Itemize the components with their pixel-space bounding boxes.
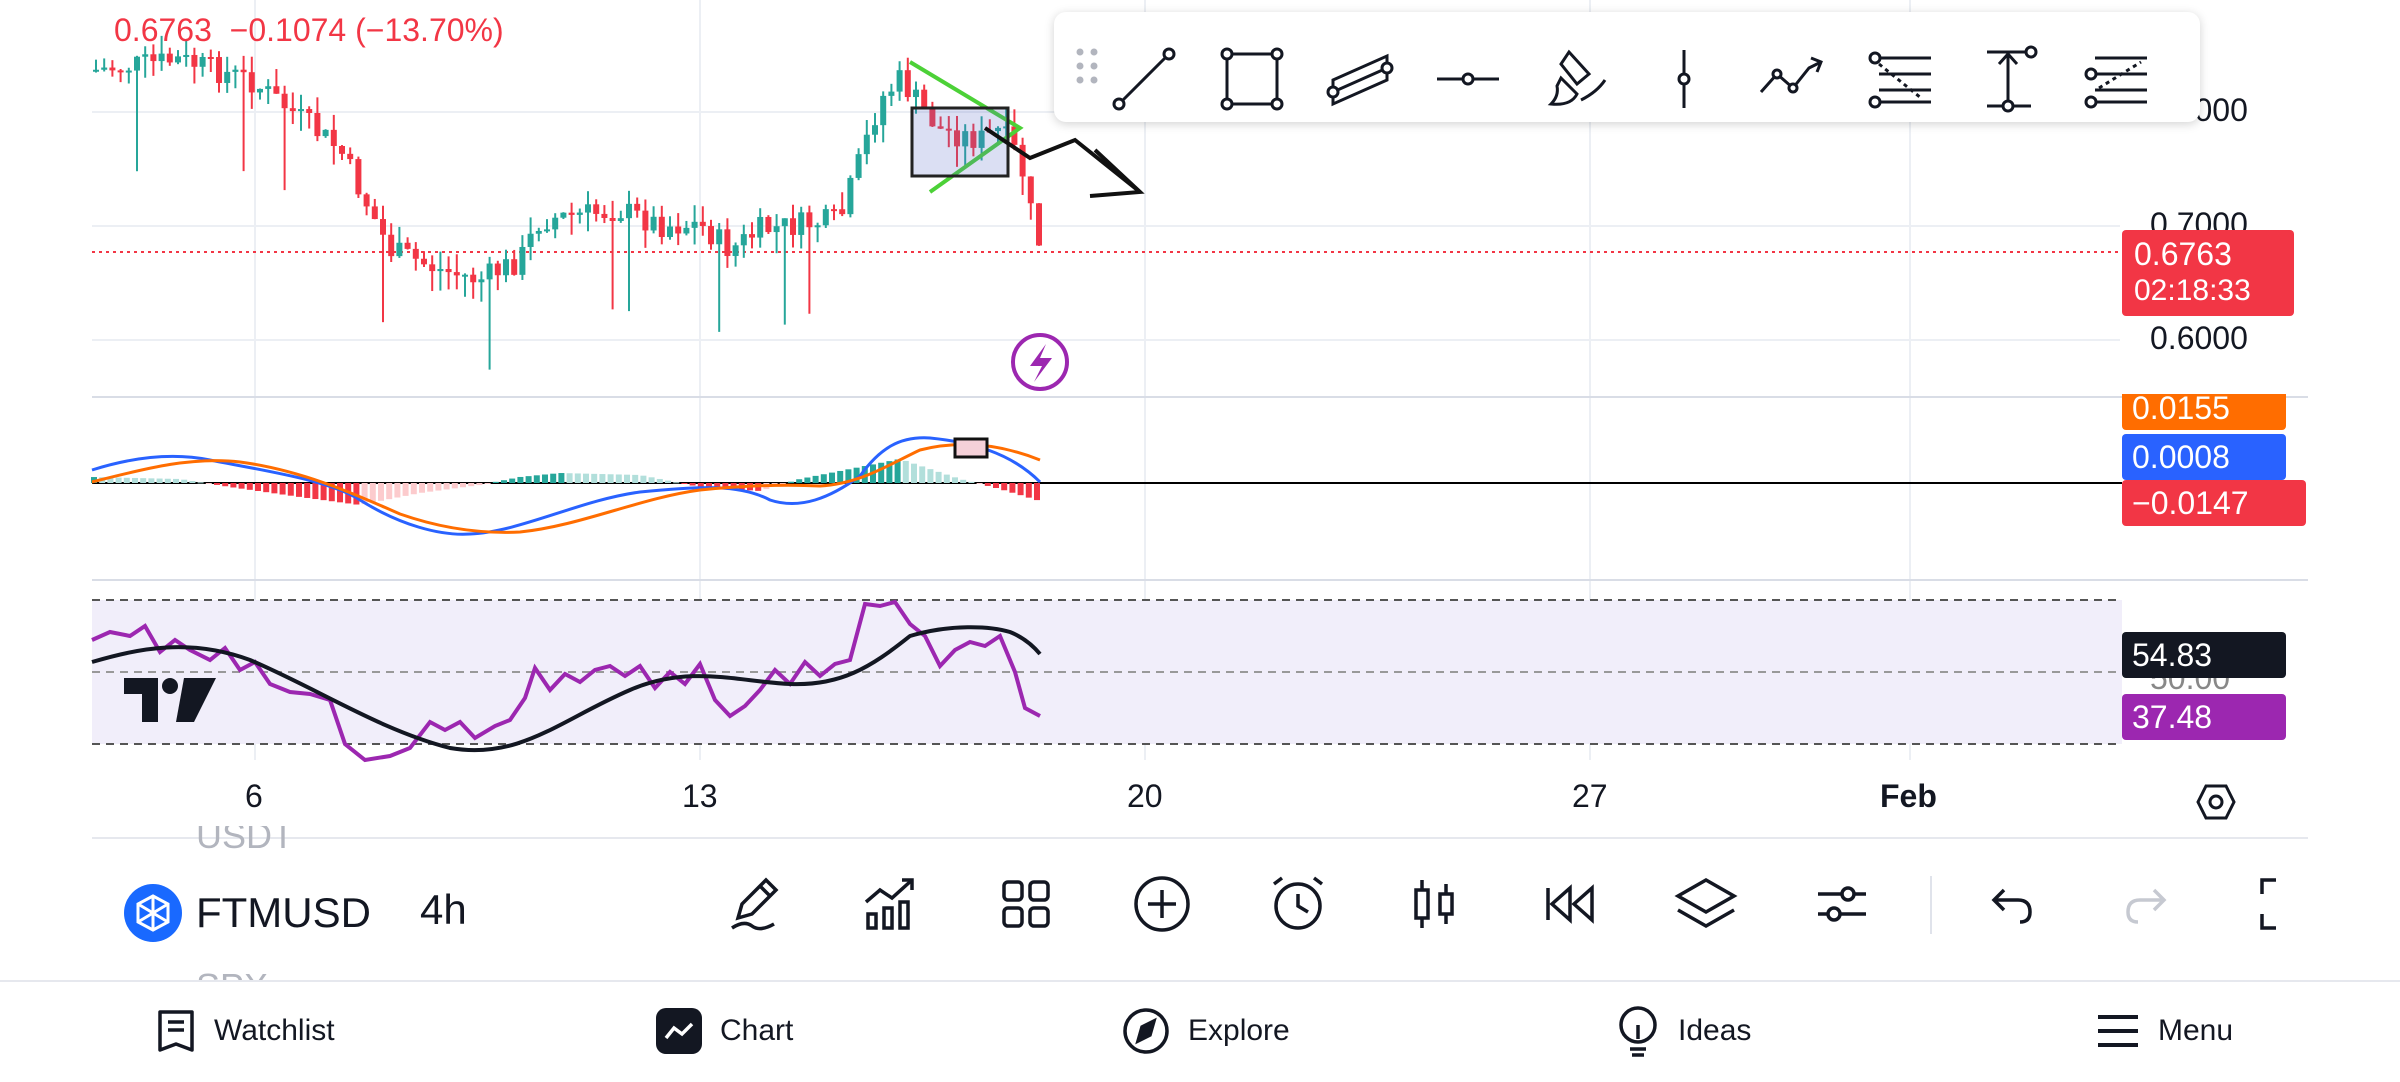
indicators-icon[interactable] xyxy=(854,868,926,940)
nav-ideas-label: Ideas xyxy=(1678,1014,1752,1047)
nav-menu-label: Menu xyxy=(2158,1014,2234,1047)
current-price-tag[interactable]: 0.6763 02:18:33 xyxy=(2122,230,2294,316)
nav-ideas[interactable]: Ideas xyxy=(1616,1000,1751,1062)
macd-marker[interactable] xyxy=(953,437,989,459)
nav-chart-label: Chart xyxy=(720,1014,794,1047)
time-label-6: 6 xyxy=(245,778,263,814)
nav-watchlist[interactable]: Watchlist xyxy=(156,1000,335,1062)
parallel-channel-icon[interactable] xyxy=(1320,36,1400,122)
undo-icon[interactable] xyxy=(1974,868,2046,940)
macd-line xyxy=(91,436,1042,536)
fib-retracement-icon[interactable] xyxy=(1860,36,1940,122)
time-label-20: 20 xyxy=(1127,778,1163,814)
bottom-nav xyxy=(0,980,2400,1082)
symbol-next[interactable]: SPX xyxy=(196,964,268,984)
redo-icon xyxy=(2112,868,2184,940)
path-icon[interactable] xyxy=(1752,36,1832,122)
vertical-line-icon[interactable] xyxy=(1644,36,1724,122)
settings-icon[interactable] xyxy=(1806,868,1878,940)
menu-icon xyxy=(2096,1013,2140,1049)
macd-signal-tag: 0.0155 xyxy=(2122,394,2286,430)
nav-menu[interactable]: Menu xyxy=(2096,1000,2233,1062)
symbol-prev[interactable]: USDT xyxy=(196,826,294,852)
rsi-value-tag: 37.48 xyxy=(2122,694,2286,740)
nav-watchlist-label: Watchlist xyxy=(214,1014,335,1047)
lightning-event-icon[interactable] xyxy=(1011,333,1069,391)
horizontal-ray-icon[interactable] xyxy=(1428,36,1508,122)
symbol-name: FTMUSD xyxy=(196,889,371,936)
alert-icon[interactable] xyxy=(1262,868,1334,940)
fantom-coin-icon xyxy=(124,884,182,942)
quote-change: −0.1074 (−13.70%) xyxy=(229,12,504,48)
drawing-pen-icon[interactable] xyxy=(718,868,790,940)
macd-signal-line xyxy=(91,443,1041,534)
drag-handle-icon[interactable] xyxy=(1074,46,1100,86)
chart-settings-icon[interactable] xyxy=(2196,782,2236,822)
chart-canvas[interactable] xyxy=(0,0,2400,840)
chart-icon xyxy=(656,1008,702,1054)
layouts-icon[interactable] xyxy=(990,868,1062,940)
time-label-13: 13 xyxy=(682,778,718,814)
macd-histogram-tag: −0.0147 xyxy=(2122,480,2306,526)
layers-icon[interactable] xyxy=(1670,868,1742,940)
quote-price: 0.6763 xyxy=(114,12,212,48)
drawing-toolbar xyxy=(1054,12,2200,122)
macd-value-tag: 0.0008 xyxy=(2122,434,2286,480)
quote-header: 0.6763 −0.1074 (−13.70%) xyxy=(114,12,504,49)
fullscreen-icon[interactable] xyxy=(2250,868,2322,940)
trend-line-icon[interactable] xyxy=(1104,36,1184,122)
candle-type-icon[interactable] xyxy=(1398,868,1470,940)
nav-chart[interactable]: Chart xyxy=(656,1000,793,1062)
interval-selector[interactable]: 4h xyxy=(420,886,467,933)
rsi-ma-line xyxy=(91,625,1042,753)
price-range-icon[interactable] xyxy=(1968,36,2048,122)
time-label-27: 27 xyxy=(1572,778,1608,814)
replay-icon[interactable] xyxy=(1534,868,1606,940)
fib-extension-icon[interactable] xyxy=(2076,36,2156,122)
compass-icon xyxy=(1122,1007,1170,1055)
triangle-pattern-drawing[interactable] xyxy=(908,60,1145,198)
brush-icon[interactable] xyxy=(1536,36,1616,122)
watchlist-icon xyxy=(156,1008,196,1054)
rsi-ma-tag: 54.83 xyxy=(2122,632,2286,678)
symbol-selector[interactable]: FTMUSD xyxy=(124,884,446,942)
tradingview-logo xyxy=(124,676,216,724)
nav-explore[interactable]: Explore xyxy=(1122,1000,1290,1062)
time-label-feb: Feb xyxy=(1880,778,1937,814)
add-icon[interactable] xyxy=(1126,868,1198,940)
bar-countdown: 02:18:33 xyxy=(2134,274,2251,307)
price-label-low: 0.6000 xyxy=(2150,320,2248,356)
toolbar-divider xyxy=(1930,876,1932,934)
current-price-value: 0.6763 xyxy=(2134,236,2232,272)
lightbulb-icon xyxy=(1616,1005,1660,1057)
price-candles xyxy=(93,35,1042,370)
rectangle-icon[interactable] xyxy=(1212,36,1292,122)
chart-area[interactable] xyxy=(0,0,2400,840)
nav-explore-label: Explore xyxy=(1188,1014,1290,1047)
time-axis[interactable]: 6 13 20 27 Feb xyxy=(0,778,2400,826)
